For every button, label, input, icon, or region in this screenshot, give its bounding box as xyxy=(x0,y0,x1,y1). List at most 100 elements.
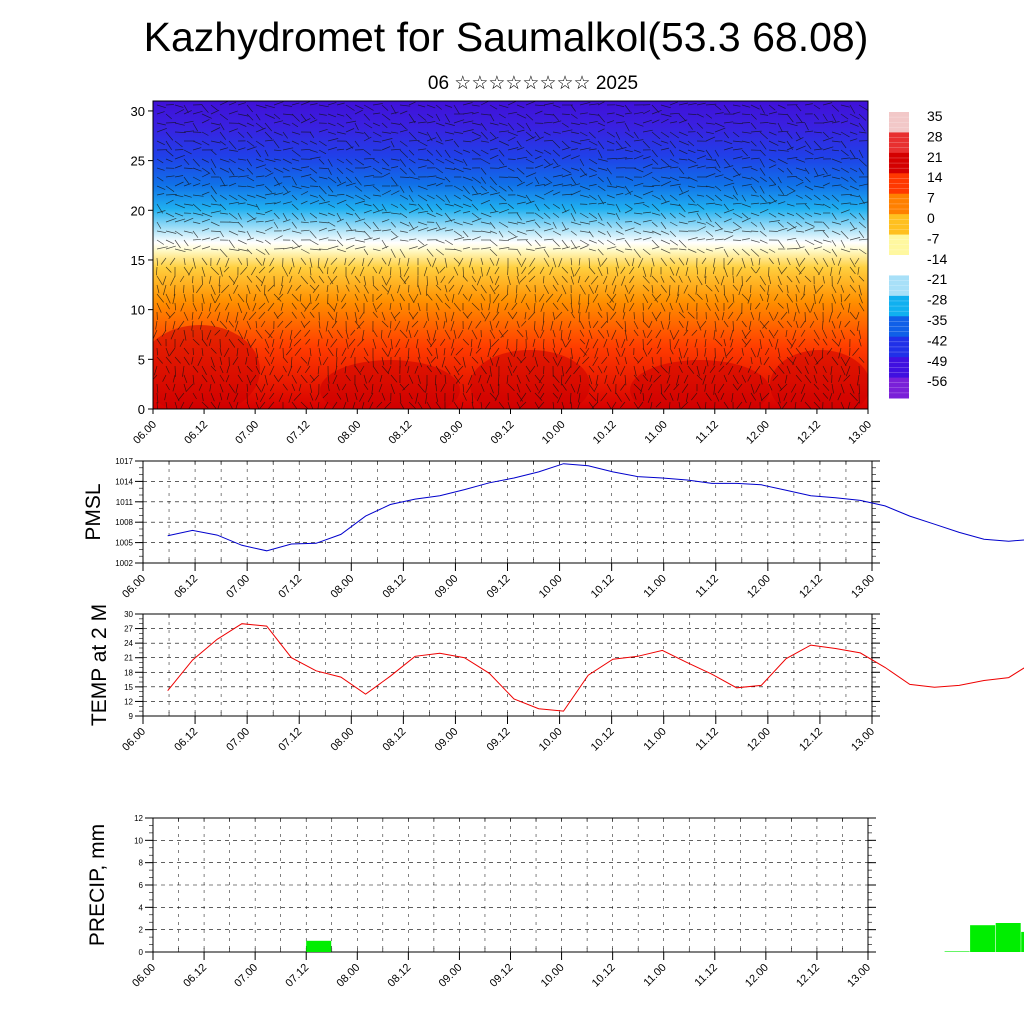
wind-barb xyxy=(394,320,401,331)
wind-barb xyxy=(293,329,302,339)
wind-barb xyxy=(597,194,605,205)
wind-barb xyxy=(585,302,590,313)
wind-barb xyxy=(696,131,704,138)
wind-barb xyxy=(741,392,747,404)
wind-barb xyxy=(496,257,500,266)
wind-barb xyxy=(813,374,817,384)
wind-barb xyxy=(282,185,289,193)
wind-barb xyxy=(723,374,728,383)
wind-barb xyxy=(201,257,208,266)
wind-barb xyxy=(228,248,240,251)
wind-barb xyxy=(390,374,398,383)
wind-barb xyxy=(565,365,572,374)
wind-barb xyxy=(705,185,715,189)
wind-barb xyxy=(164,392,167,401)
wind-barb xyxy=(561,203,567,213)
wind-barb xyxy=(552,302,559,310)
wind-barb xyxy=(469,347,473,357)
wind-barb xyxy=(537,401,545,409)
wind-barb xyxy=(183,130,194,133)
wind-barb xyxy=(669,131,679,139)
wind-barb xyxy=(543,121,553,124)
wind-barb xyxy=(732,320,734,332)
wind-barb xyxy=(183,176,190,185)
wind-barb xyxy=(804,185,814,191)
wind-barb xyxy=(412,311,419,320)
wind-barb xyxy=(228,221,239,224)
wind-barb xyxy=(615,320,624,330)
wind-barb xyxy=(669,183,681,187)
wind-barb xyxy=(798,266,806,275)
wind-barb xyxy=(489,320,493,331)
wind-barb xyxy=(260,320,266,328)
wind-barb xyxy=(568,320,572,328)
wind-barb xyxy=(774,311,779,320)
wind-barb xyxy=(804,157,814,160)
wind-barb xyxy=(574,266,581,277)
wind-barb xyxy=(588,266,596,275)
wind-barb xyxy=(408,392,413,400)
wind-barb xyxy=(615,113,625,117)
wind-barb xyxy=(435,182,443,187)
wind-barb xyxy=(277,293,284,301)
wind-barb xyxy=(757,347,761,358)
wind-barb xyxy=(318,167,328,169)
wind-barb xyxy=(272,338,275,347)
wind-barb xyxy=(174,230,183,237)
wind-barb xyxy=(334,311,338,323)
wind-barb xyxy=(372,140,382,143)
y-tick-label: 1011 xyxy=(116,498,134,507)
x-tick-label: 07.00 xyxy=(232,962,260,990)
wind-barb xyxy=(345,329,349,340)
wind-barb xyxy=(432,329,437,341)
wind-barb xyxy=(372,194,382,197)
wind-barb xyxy=(777,257,781,265)
wind-barb xyxy=(201,293,205,304)
wind-barb xyxy=(354,194,365,201)
colorbar-label: 21 xyxy=(927,149,943,165)
wind-barb xyxy=(542,275,545,284)
wind-barb xyxy=(579,131,588,137)
wind-barb xyxy=(507,158,516,160)
wind-barb xyxy=(381,211,391,214)
wind-barb xyxy=(678,203,686,213)
wind-barb xyxy=(372,311,379,318)
wind-barb xyxy=(516,212,522,221)
wind-barb xyxy=(234,320,239,332)
wind-barb xyxy=(246,383,249,392)
wind-barb xyxy=(223,266,230,273)
wind-barb xyxy=(295,284,302,291)
wind-barb xyxy=(613,302,617,311)
wind-barb xyxy=(162,275,167,286)
wind-barb xyxy=(210,392,215,402)
wind-barb xyxy=(507,147,519,151)
wind-barb xyxy=(642,163,653,169)
wind-barb xyxy=(448,275,455,284)
wind-barb xyxy=(160,257,167,265)
wind-barb xyxy=(744,338,752,348)
wind-barb xyxy=(153,374,158,381)
wind-barb xyxy=(381,365,390,375)
wind-barb xyxy=(480,365,487,375)
wind-barb xyxy=(255,203,260,211)
wind-barb xyxy=(615,212,620,221)
wind-barb xyxy=(840,185,849,191)
wind-barb xyxy=(165,230,177,234)
wind-barb xyxy=(408,401,417,409)
wind-barb xyxy=(237,102,247,106)
wind-barb xyxy=(363,383,369,390)
wind-barb xyxy=(777,130,789,133)
wind-barb xyxy=(280,302,284,311)
wind-barb xyxy=(399,392,402,403)
wind-barb xyxy=(336,284,339,293)
wind-barb xyxy=(291,113,300,122)
wind-barb xyxy=(665,293,671,302)
wind-barb xyxy=(480,113,492,116)
wind-barb xyxy=(398,257,401,266)
wind-barb xyxy=(577,275,581,284)
wind-barb xyxy=(279,284,284,295)
wind-barb xyxy=(440,275,446,283)
wind-barb xyxy=(480,247,491,250)
wind-barb xyxy=(183,110,192,115)
wind-barb xyxy=(741,140,750,144)
